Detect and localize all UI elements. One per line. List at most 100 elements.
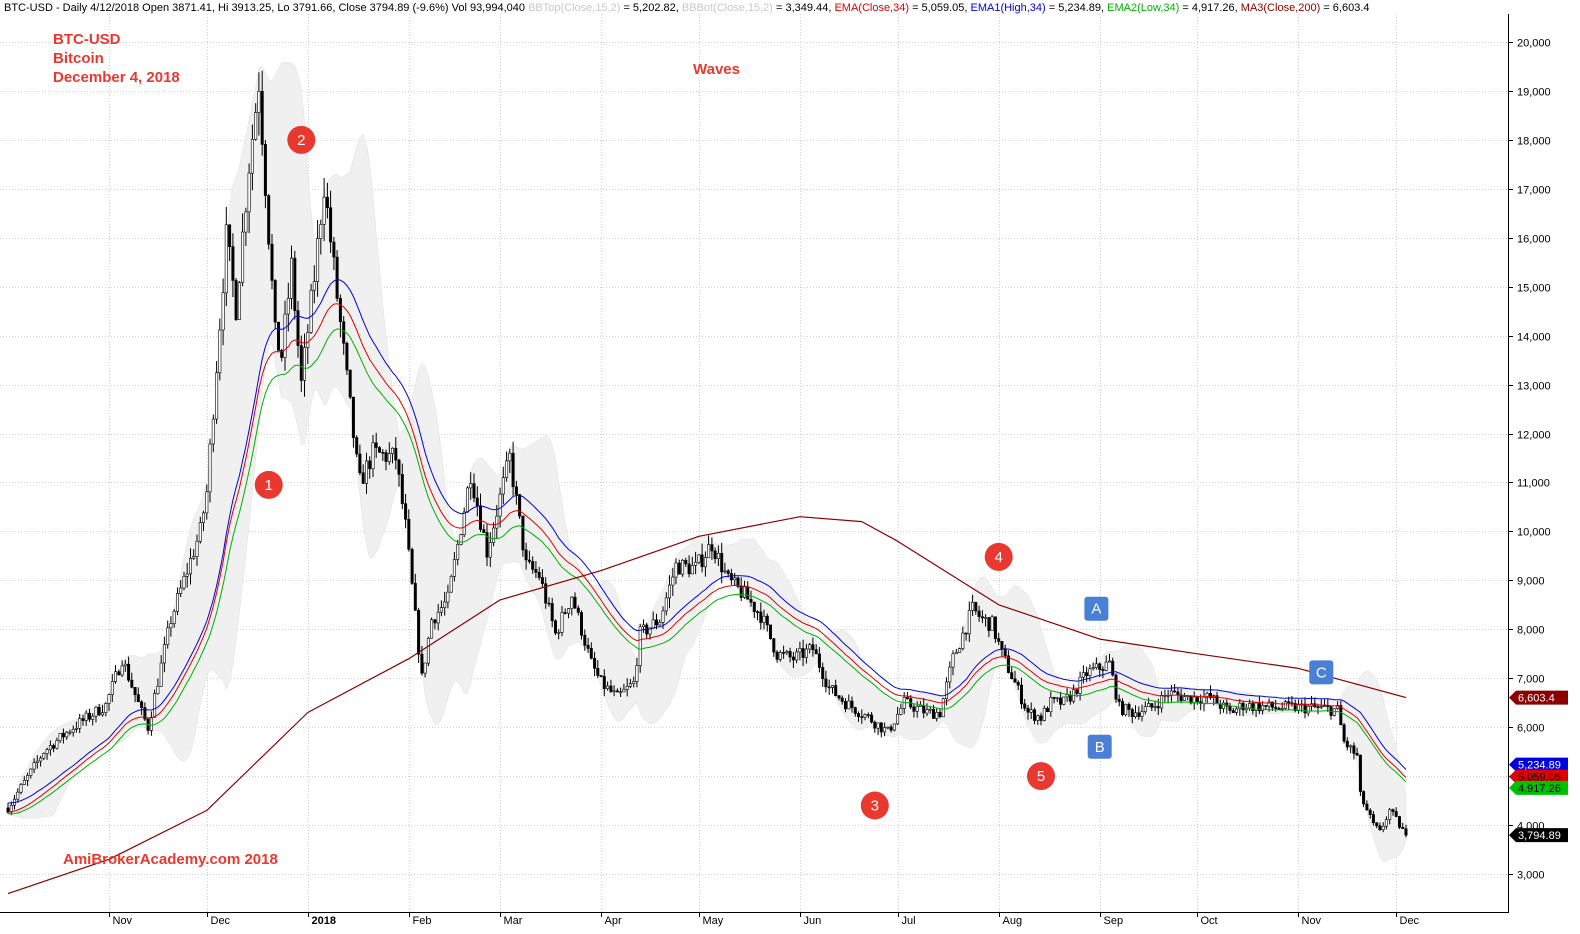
candle-body xyxy=(1052,697,1056,699)
candle-body xyxy=(169,623,173,629)
candle-body xyxy=(1398,816,1402,828)
candle-body xyxy=(602,676,606,689)
candle-body xyxy=(987,617,991,631)
price-tick-label: 8,000 xyxy=(1517,625,1545,637)
candle-body xyxy=(912,706,916,712)
candle-body xyxy=(400,473,404,504)
candle-body xyxy=(101,712,105,716)
candle-body xyxy=(1287,701,1291,704)
header-segment: BBBot(Close,15,2) xyxy=(682,2,773,14)
time-tick-label: Nov xyxy=(1302,915,1322,927)
header-segment: EMA2(Low,34) xyxy=(1107,2,1179,14)
candle-body xyxy=(804,648,808,658)
candle-body xyxy=(469,483,473,489)
candle-body xyxy=(81,718,85,721)
candle-body xyxy=(782,652,786,654)
candle-body xyxy=(1182,696,1186,701)
candle-body xyxy=(1143,706,1147,712)
candle-body xyxy=(410,548,414,584)
header-segment: = 3,349.44, xyxy=(773,2,834,14)
candle-body xyxy=(104,703,108,713)
candle-body xyxy=(941,698,945,718)
candle-body xyxy=(755,611,759,613)
candle-body xyxy=(254,112,258,140)
candle-body xyxy=(1241,702,1245,711)
candle-body xyxy=(276,321,280,351)
candle-body xyxy=(615,690,619,693)
candle-body xyxy=(684,559,688,565)
candle-body xyxy=(508,452,512,462)
candle-body xyxy=(32,762,36,770)
candle-body xyxy=(426,637,430,664)
candle-body xyxy=(237,282,241,320)
price-tick-label: 18,000 xyxy=(1517,136,1551,148)
candle-body xyxy=(1381,825,1385,831)
candle-body xyxy=(35,760,39,763)
candle-body xyxy=(863,714,867,718)
candle-body xyxy=(788,651,792,658)
candle-body xyxy=(749,598,753,603)
candle-body xyxy=(16,791,20,800)
candle-body xyxy=(1023,703,1027,709)
candle-body xyxy=(185,573,189,577)
candle-body xyxy=(544,583,548,604)
candle-body xyxy=(928,708,932,711)
price-tag-label: 3,794.89 xyxy=(1518,830,1561,842)
candle-body xyxy=(250,139,254,174)
price-tick-label: 7,000 xyxy=(1517,674,1545,686)
title-symbol: BTC-USD xyxy=(53,31,121,48)
candle-body xyxy=(1231,710,1235,713)
candle-body xyxy=(465,487,469,513)
candle-body xyxy=(951,653,955,668)
candle-body xyxy=(1156,706,1160,709)
candle-body xyxy=(172,611,176,624)
candle-body xyxy=(612,690,616,693)
candle-body xyxy=(19,784,23,793)
candle-body xyxy=(1254,702,1258,711)
candle-body xyxy=(1003,648,1007,656)
candle-body xyxy=(257,91,261,114)
price-tag-label: 4,917.26 xyxy=(1518,783,1561,795)
candle-body xyxy=(821,667,825,680)
candle-body xyxy=(1130,709,1134,717)
candle-body xyxy=(606,685,610,689)
candle-body xyxy=(117,671,121,676)
candle-body xyxy=(107,694,111,704)
candle-body xyxy=(964,632,968,635)
candle-body xyxy=(938,711,942,717)
candlesticks xyxy=(6,70,1408,838)
candle-body xyxy=(1306,705,1310,714)
time-tick-label: Aug xyxy=(1003,915,1023,927)
price-tick-label: 14,000 xyxy=(1517,332,1551,344)
candle-body xyxy=(1358,754,1362,792)
candle-body xyxy=(922,704,926,714)
candle-body xyxy=(1362,791,1366,805)
candle-body xyxy=(1134,712,1138,717)
header-segment: BBTop(Close,15,2) xyxy=(528,2,620,14)
candle-body xyxy=(498,493,502,517)
candle-body xyxy=(511,452,515,488)
candle-body xyxy=(667,584,671,599)
candle-body xyxy=(1384,819,1388,827)
candle-body xyxy=(1059,697,1063,705)
candle-body xyxy=(1209,692,1213,698)
candle-body xyxy=(348,369,352,398)
candle-body xyxy=(739,586,743,598)
candle-body xyxy=(342,321,346,344)
price-tick-label: 3,000 xyxy=(1517,870,1545,882)
ma200-line xyxy=(7,516,1407,895)
candle-body xyxy=(785,651,789,653)
price-tick-label: 16,000 xyxy=(1517,234,1551,246)
title-date: December 4, 2018 xyxy=(53,69,180,86)
candle-body xyxy=(768,624,772,639)
candle-body xyxy=(1036,715,1040,721)
header-segment: EMA(Close,34) xyxy=(834,2,909,14)
price-tag-box xyxy=(1509,769,1568,784)
candle-body xyxy=(622,689,626,693)
candle-body xyxy=(1349,745,1353,748)
candle-body xyxy=(205,491,209,514)
candle-body xyxy=(433,619,437,624)
candle-body xyxy=(345,342,349,371)
time-tick-label: 2018 xyxy=(312,915,336,927)
